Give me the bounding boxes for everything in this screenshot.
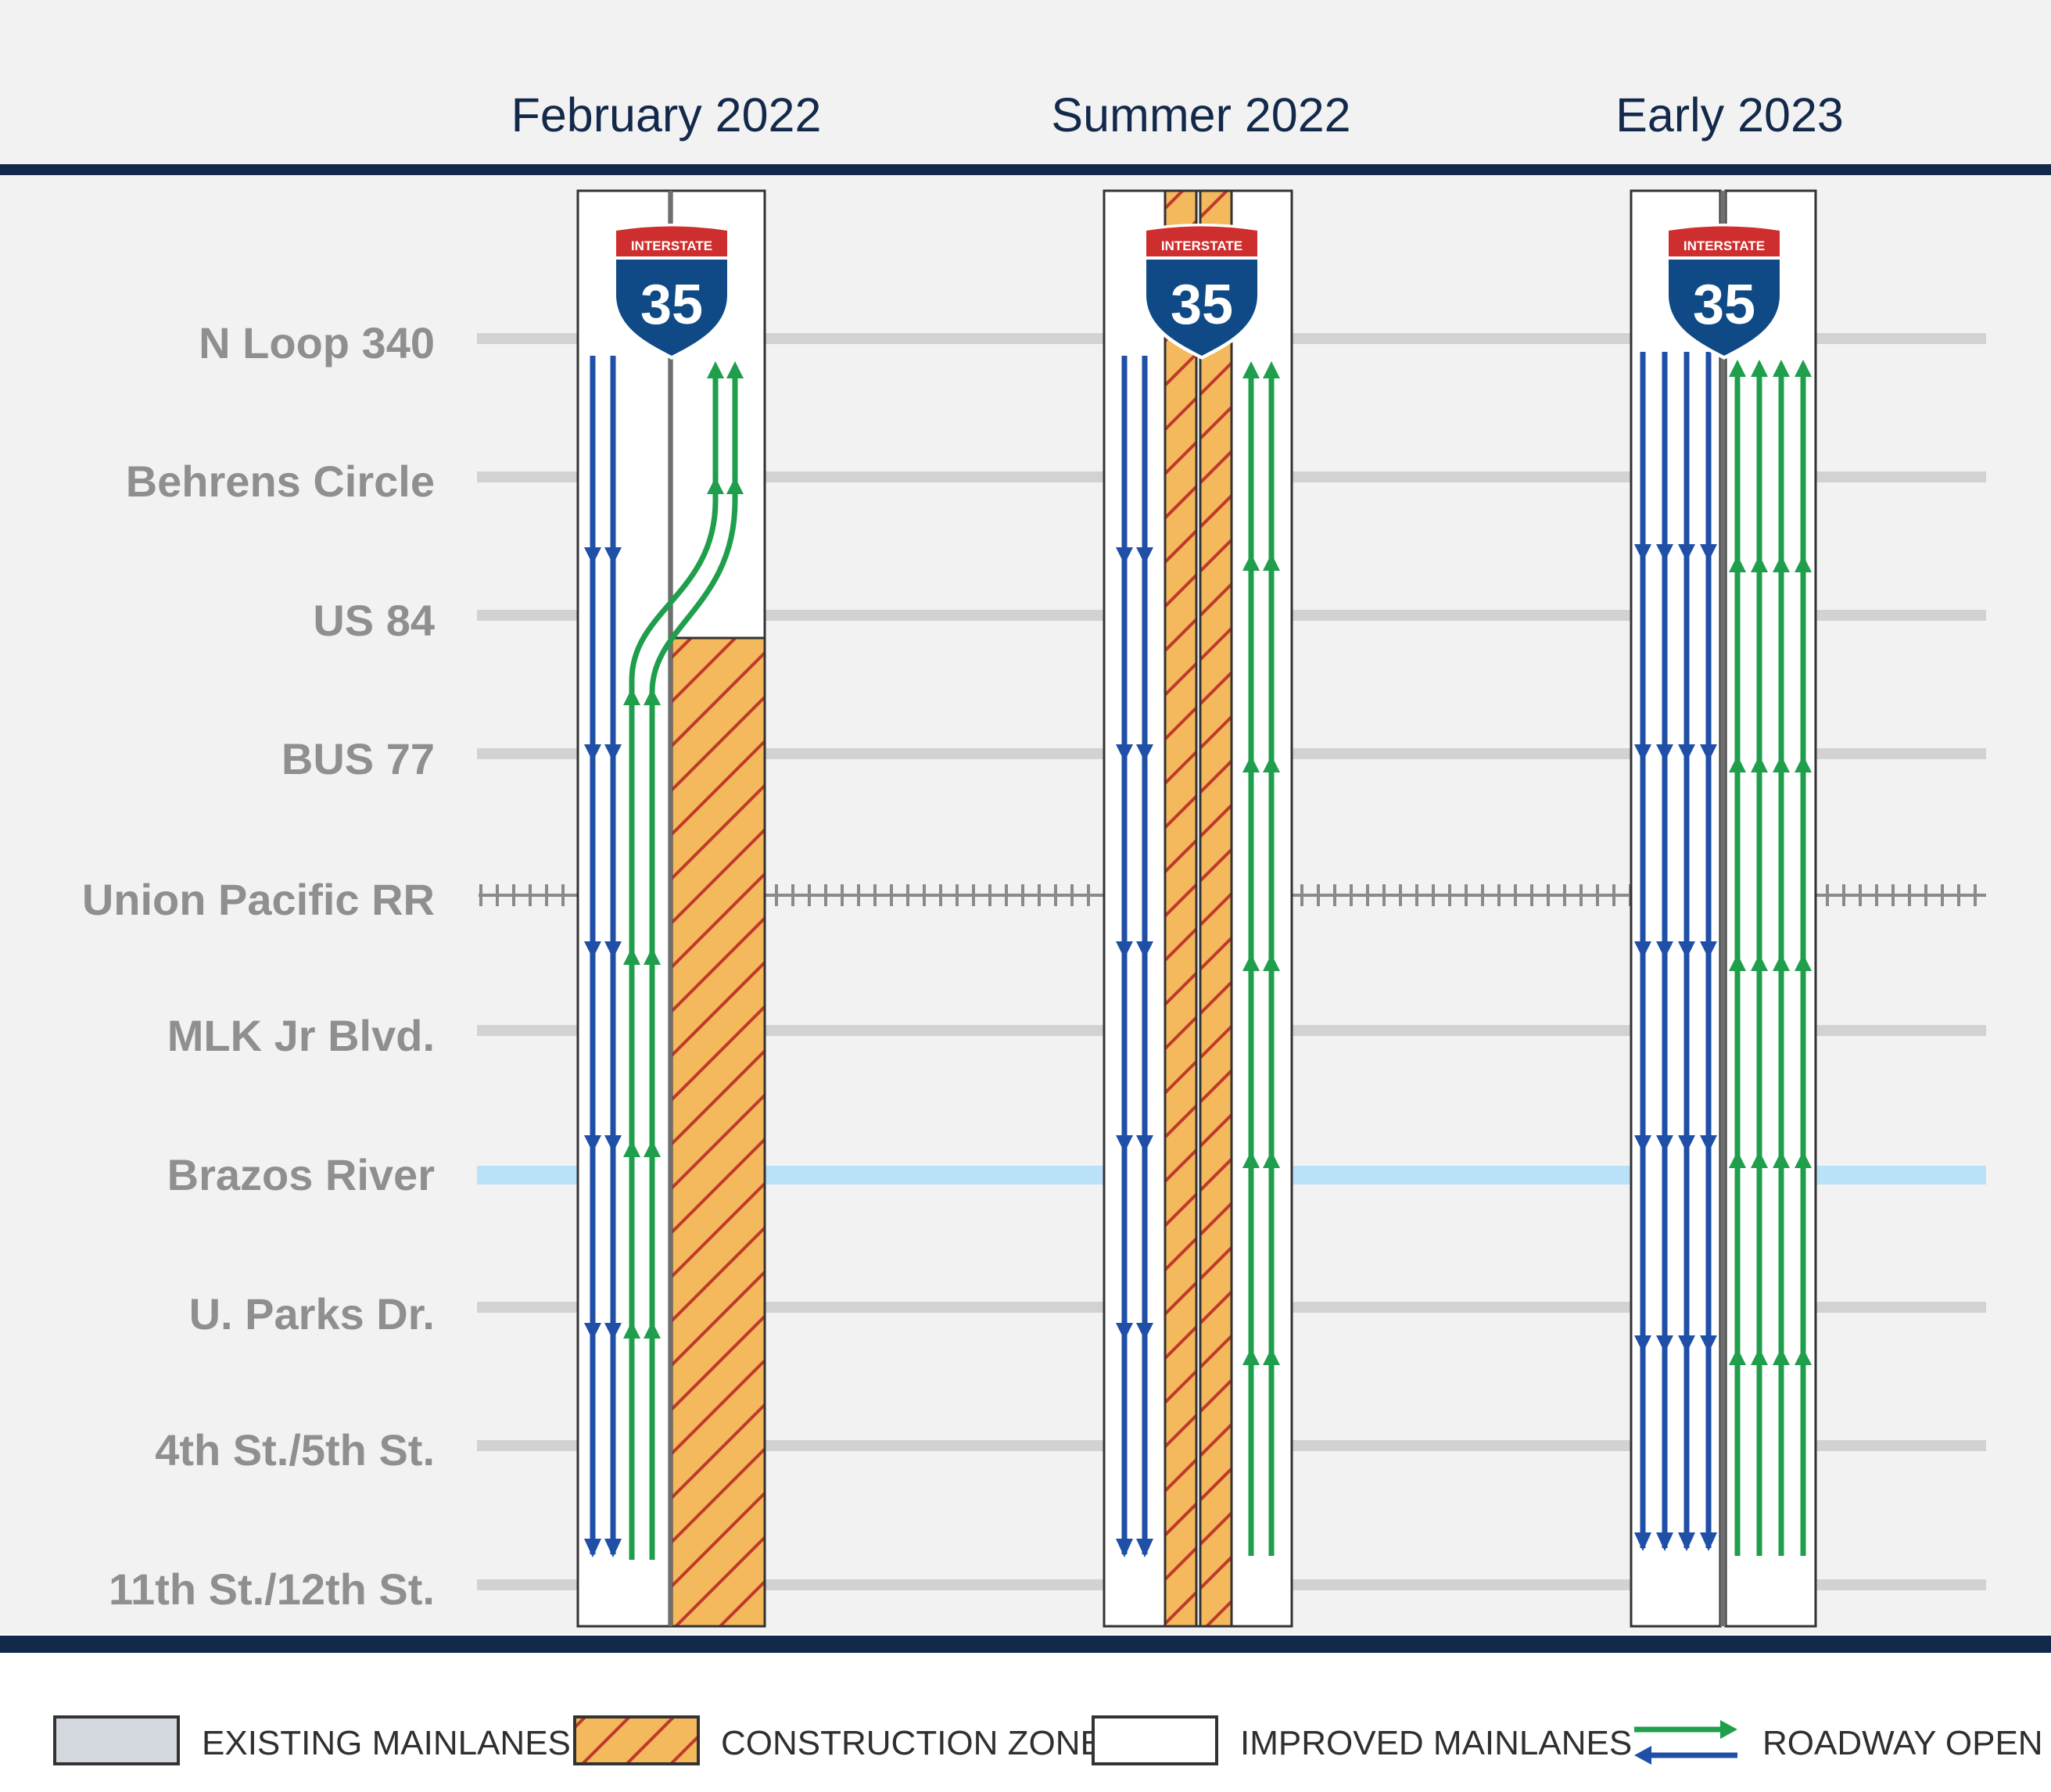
legend-label: IMPROVED MAINLANES xyxy=(1240,1724,1632,1762)
construction-zone-east xyxy=(1199,189,1233,1628)
location-label: US 84 xyxy=(313,596,435,645)
location-label: BUS 77 xyxy=(281,734,435,783)
southbound-arrowheads xyxy=(1634,544,1717,1551)
legend-roadway-open: ROADWAY OPEN xyxy=(1634,1720,2043,1765)
legend-label: EXISTING MAINLANES xyxy=(202,1724,571,1762)
location-label: Brazos River xyxy=(167,1150,435,1199)
median xyxy=(1720,191,1726,1626)
header-band xyxy=(0,0,2051,166)
location-label: 11th St./12th St. xyxy=(109,1564,435,1614)
legend-improved-mainlanes: IMPROVED MAINLANES xyxy=(1092,1715,1632,1765)
top-divider xyxy=(0,164,2051,175)
column-february-2022 xyxy=(576,189,766,1628)
legend-swatch-existing xyxy=(53,1715,180,1765)
column-title-early-2023: Early 2023 xyxy=(1615,88,1844,142)
northbound-arrowheads xyxy=(1242,361,1280,1365)
location-label: U. Parks Dr. xyxy=(189,1289,435,1339)
legend-existing-mainlanes: EXISTING MAINLANES xyxy=(53,1715,571,1765)
legend-swatch-improved xyxy=(1092,1715,1218,1765)
legend: EXISTING MAINLANES CONSTRUCTION ZONE IMP… xyxy=(53,1715,2043,1765)
column-title-summer-2022: Summer 2022 xyxy=(1051,88,1350,142)
location-label: Union Pacific RR xyxy=(82,875,435,924)
shield-number-text: 35 xyxy=(640,274,703,336)
northbound-crossover-arrows xyxy=(629,367,738,1560)
two-way-arrows-icon xyxy=(1634,1720,1737,1765)
legend-band xyxy=(0,1643,2051,1792)
shield-number-text: 35 xyxy=(1171,274,1233,336)
legend-construction-zone: CONSTRUCTION ZONE xyxy=(573,1715,1103,1765)
median xyxy=(669,191,672,1626)
shield-top-text: INTERSTATE xyxy=(631,238,712,253)
location-label: MLK Jr Blvd. xyxy=(167,1011,435,1060)
column-title-february-2022: February 2022 xyxy=(511,88,822,142)
legend-label: ROADWAY OPEN xyxy=(1762,1724,2043,1762)
interstate-35-shield-icon: INTERSTATE 35 xyxy=(1666,224,1783,360)
interstate-35-shield-icon: INTERSTATE 35 xyxy=(613,224,730,360)
shield-number-text: 35 xyxy=(1693,274,1755,336)
northbound-arrowheads xyxy=(623,361,744,1339)
column-early-2023 xyxy=(1630,189,1817,1628)
construction-zone xyxy=(670,636,766,1628)
southbound-arrowheads xyxy=(1116,547,1153,1557)
column-summer-2022 xyxy=(1103,189,1293,1628)
bottom-divider xyxy=(0,1636,2051,1653)
location-labels: N Loop 340 Behrens Circle US 84 BUS 77 U… xyxy=(82,318,435,1614)
shield-top-text: INTERSTATE xyxy=(1683,238,1765,253)
legend-swatch-construction xyxy=(573,1715,700,1765)
legend-label: CONSTRUCTION ZONE xyxy=(721,1724,1103,1762)
interstate-35-shield-icon: INTERSTATE 35 xyxy=(1143,224,1260,360)
southbound-arrowheads xyxy=(584,547,622,1557)
location-label: 4th St./5th St. xyxy=(155,1425,435,1475)
construction-zone-west xyxy=(1164,189,1198,1628)
improved-lanes xyxy=(1103,189,1293,1628)
shield-top-text: INTERSTATE xyxy=(1161,238,1242,253)
location-label: Behrens Circle xyxy=(126,457,435,506)
northbound-arrowheads xyxy=(1729,360,1812,1365)
location-label: N Loop 340 xyxy=(199,318,435,367)
